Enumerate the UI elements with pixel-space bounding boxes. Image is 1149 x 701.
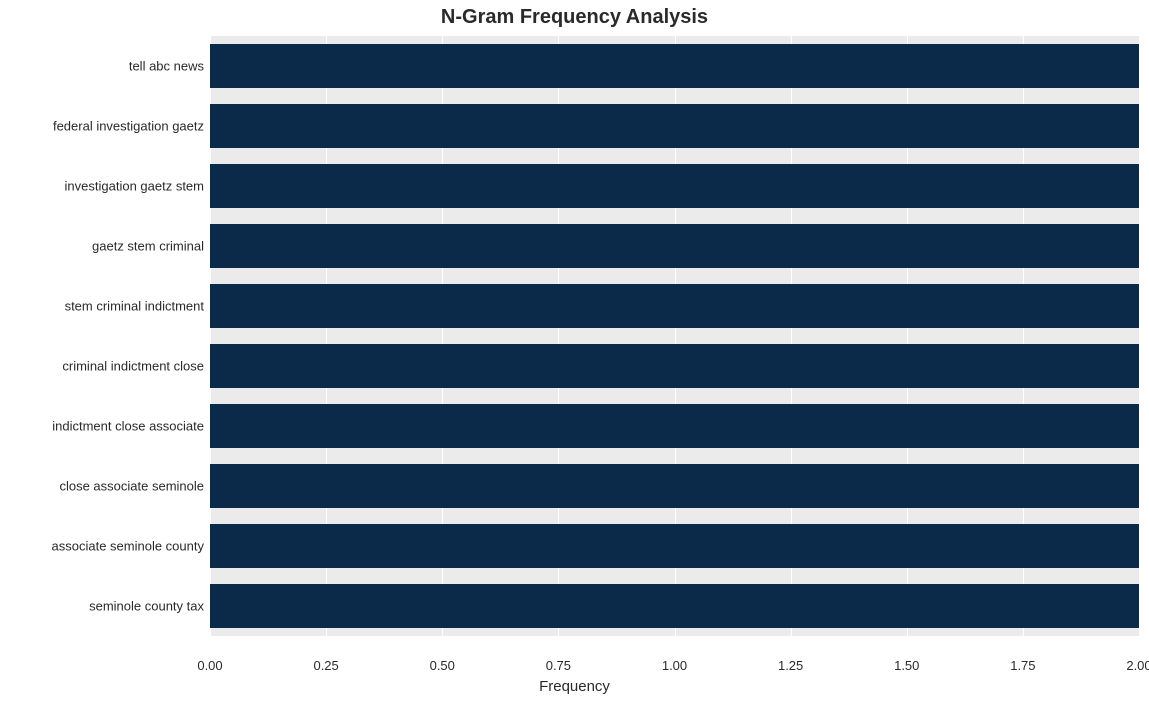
y-tick-label: gaetz stem criminal <box>92 239 204 254</box>
y-tick-label: indictment close associate <box>52 419 204 434</box>
x-tick-label: 1.25 <box>778 658 803 673</box>
bar <box>210 104 1139 148</box>
x-tick-label: 0.25 <box>313 658 338 673</box>
x-tick-label: 0.50 <box>430 658 455 673</box>
chart-title: N-Gram Frequency Analysis <box>0 6 1149 29</box>
y-tick-label: criminal indictment close <box>62 359 204 374</box>
bar <box>210 584 1139 628</box>
bar <box>210 164 1139 208</box>
y-tick-label: tell abc news <box>129 59 204 74</box>
x-tick-label: 1.75 <box>1010 658 1035 673</box>
gridline <box>1139 36 1140 636</box>
bar <box>210 404 1139 448</box>
y-tick-label: investigation gaetz stem <box>65 179 204 194</box>
bar <box>210 464 1139 508</box>
x-tick-label: 0.00 <box>197 658 222 673</box>
y-tick-label: associate seminole county <box>52 539 204 554</box>
y-tick-label: federal investigation gaetz <box>53 119 204 134</box>
y-tick-label: stem criminal indictment <box>65 299 204 314</box>
bar <box>210 344 1139 388</box>
bar <box>210 284 1139 328</box>
bar <box>210 524 1139 568</box>
y-tick-label: close associate seminole <box>59 479 204 494</box>
x-axis-label: Frequency <box>0 678 1149 695</box>
bar <box>210 224 1139 268</box>
y-tick-label: seminole county tax <box>89 599 204 614</box>
x-tick-label: 0.75 <box>546 658 571 673</box>
x-tick-label: 2.00 <box>1126 658 1149 673</box>
bar <box>210 44 1139 88</box>
plot-area <box>210 36 1139 636</box>
x-tick-label: 1.50 <box>894 658 919 673</box>
ngram-frequency-chart: N-Gram Frequency Analysis Frequency tell… <box>0 0 1149 701</box>
x-tick-label: 1.00 <box>662 658 687 673</box>
